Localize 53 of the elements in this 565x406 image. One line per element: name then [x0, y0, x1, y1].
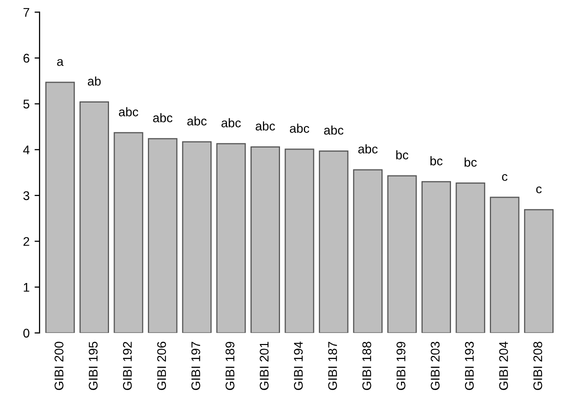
bar: [114, 132, 144, 333]
x-tick-label: GIBI 194: [294, 342, 303, 390]
y-tick-label: 0: [23, 328, 30, 338]
annotation: abc: [222, 118, 241, 128]
bar: [284, 148, 314, 333]
bar: [524, 209, 554, 333]
x-tick-label: GIBI 193: [464, 342, 474, 390]
x-tick-label: GIBI 188: [362, 342, 372, 390]
bar: [421, 181, 451, 333]
annotation: ab: [88, 76, 101, 86]
annotation: bc: [430, 156, 443, 166]
annotation: c: [536, 186, 542, 194]
y-tick-label: 2: [24, 237, 30, 246]
bar: [80, 101, 110, 333]
x-tick-label: GIBI 200: [54, 342, 64, 390]
x-tick-label: GIBI 189: [226, 342, 234, 390]
annotation: abc: [358, 144, 378, 154]
x-tick-label: GIBI 197: [191, 342, 200, 390]
bar: [250, 146, 280, 333]
annotation: abc: [118, 107, 138, 116]
x-tick-label: GIBI 192: [122, 342, 132, 390]
x-tick-label: GIBI 195: [88, 342, 98, 390]
bar: [456, 182, 486, 333]
annotation: abc: [290, 124, 310, 133]
x-tick-label: GIBI 208: [533, 342, 542, 390]
x-tick-label: GIBI 203: [430, 342, 440, 390]
y-tick-label: 1: [24, 283, 30, 292]
annotation: abc: [324, 125, 344, 135]
y-tick-label: 7: [24, 8, 30, 17]
annotation: c: [502, 174, 508, 181]
x-tick-label: GIBI 206: [157, 342, 166, 390]
annotation: bc: [464, 158, 477, 167]
bar: [353, 169, 383, 333]
y-tick-label: 5: [23, 100, 30, 108]
bar: [216, 143, 246, 333]
annotation: a: [57, 59, 64, 66]
y-tick-label: 3: [23, 191, 30, 200]
bar: [148, 138, 178, 333]
x-tick-label: GIBI 204: [499, 342, 508, 390]
y-tick-label: 4: [23, 146, 30, 154]
bar: [387, 175, 417, 333]
x-tick-label: GIBI 201: [260, 342, 269, 390]
annotation: bc: [396, 150, 408, 160]
y-tick-label: 6: [24, 54, 30, 63]
annotation: abc: [256, 121, 275, 131]
bar: [318, 150, 348, 333]
x-tick-label: GIBI 187: [328, 342, 338, 390]
x-tick-label: GIBI 199: [396, 342, 406, 390]
bar: [45, 82, 75, 333]
annotation: abc: [153, 113, 172, 122]
annotation: abc: [187, 116, 207, 126]
bar: [490, 196, 520, 333]
bar: [182, 141, 212, 333]
